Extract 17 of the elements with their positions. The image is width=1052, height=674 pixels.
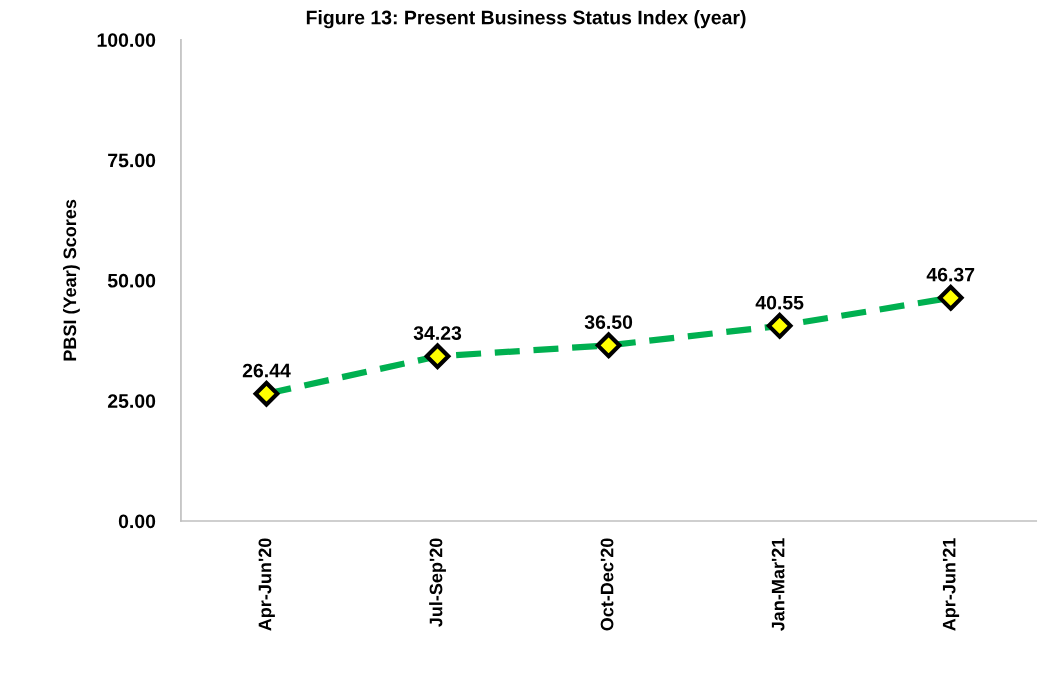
y-tick-label: 75.00 xyxy=(108,153,156,168)
x-tick-label: Jul-Sep'20 xyxy=(429,538,446,627)
x-tick-label: Oct-Dec'20 xyxy=(600,538,614,631)
y-tick-label: 25.00 xyxy=(107,394,156,408)
y-axis-title: PBSI (Year) Scores xyxy=(62,199,80,361)
data-label: 34.23 xyxy=(413,326,462,340)
x-tick-label: Apr-Jun'21 xyxy=(942,538,960,631)
x-tick-label: Jan-Mar'21 xyxy=(771,538,785,631)
data-label: 40.55 xyxy=(755,295,804,310)
data-label: 36.50 xyxy=(584,315,633,330)
y-tick-label: 0.00 xyxy=(118,514,156,529)
x-tick-label: Apr-Jun'20 xyxy=(258,538,275,631)
y-tick-label: 50.00 xyxy=(107,273,156,288)
data-label: 46.37 xyxy=(926,267,975,282)
chart-title: Figure 13: Present Business Status Index (year) xyxy=(306,10,746,29)
y-tick-label: 100.00 xyxy=(97,33,156,47)
data-label: 26.44 xyxy=(242,363,291,378)
